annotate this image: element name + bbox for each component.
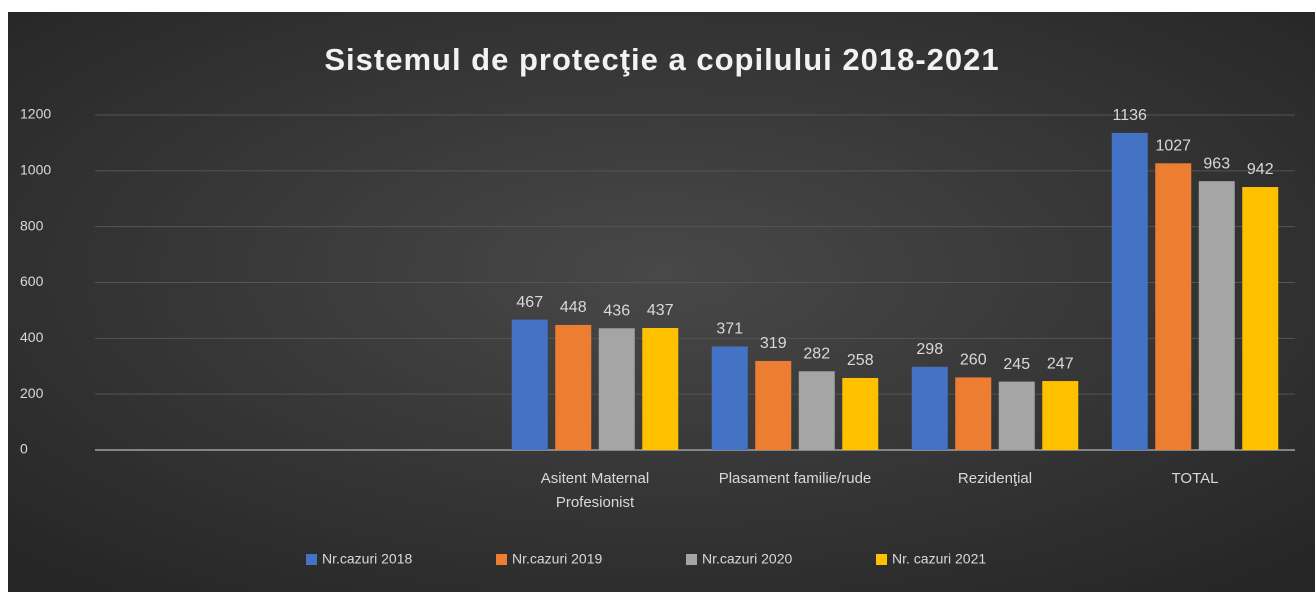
legend-label: Nr.cazuri 2018	[322, 551, 412, 567]
data-label: 371	[716, 321, 743, 338]
bar	[598, 328, 635, 450]
bar	[1242, 187, 1279, 450]
data-label: 245	[1003, 356, 1030, 373]
bar	[1042, 381, 1079, 450]
x-tick-label: Asitent Maternal Profesionist	[540, 470, 650, 511]
bar	[998, 381, 1035, 450]
legend-swatch	[876, 554, 887, 565]
bar	[711, 346, 748, 450]
data-label: 247	[1047, 355, 1074, 372]
y-tick-label: 600	[20, 273, 44, 289]
data-label: 258	[847, 352, 874, 369]
legend-swatch	[496, 554, 507, 565]
y-tick-label: 1000	[20, 162, 51, 178]
data-label: 963	[1203, 155, 1230, 172]
data-label: 282	[803, 345, 830, 362]
chart-title: Sistemul de protecţie a copilului 2018-2…	[324, 42, 999, 77]
bar	[555, 324, 592, 450]
bar	[642, 328, 679, 450]
y-tick-label: 0	[20, 441, 28, 457]
data-label: 942	[1247, 161, 1274, 178]
data-label: 298	[916, 341, 943, 358]
legend-swatch	[306, 554, 317, 565]
x-tick-label: TOTAL	[1171, 470, 1219, 487]
bar	[842, 377, 879, 450]
bar	[1198, 181, 1235, 450]
data-label: 1136	[1113, 107, 1148, 124]
y-tick-label: 1200	[20, 106, 51, 122]
data-label: 437	[647, 302, 674, 319]
x-tick-label: Plasament familie/rude	[718, 470, 872, 487]
bar	[1155, 163, 1192, 450]
bar	[511, 319, 548, 450]
legend-label: Nr.cazuri 2020	[702, 551, 792, 567]
data-label: 1027	[1155, 138, 1191, 155]
chart-background	[8, 12, 1315, 592]
bar	[955, 377, 992, 450]
bar	[1111, 132, 1148, 450]
legend-swatch	[686, 554, 697, 565]
data-label: 436	[603, 303, 630, 320]
legend-label: Nr. cazuri 2021	[892, 551, 986, 567]
x-tick-label: Rezidenţial	[957, 470, 1033, 487]
bar	[798, 371, 835, 450]
bar	[911, 366, 948, 450]
y-tick-label: 400	[20, 329, 44, 345]
legend-label: Nr.cazuri 2019	[512, 551, 602, 567]
data-label: 319	[760, 335, 787, 352]
bar	[755, 360, 792, 450]
y-tick-label: 800	[20, 217, 44, 233]
data-label: 448	[560, 299, 587, 316]
y-tick-label: 200	[20, 385, 44, 401]
data-label: 260	[960, 352, 987, 369]
data-label: 467	[516, 294, 543, 311]
